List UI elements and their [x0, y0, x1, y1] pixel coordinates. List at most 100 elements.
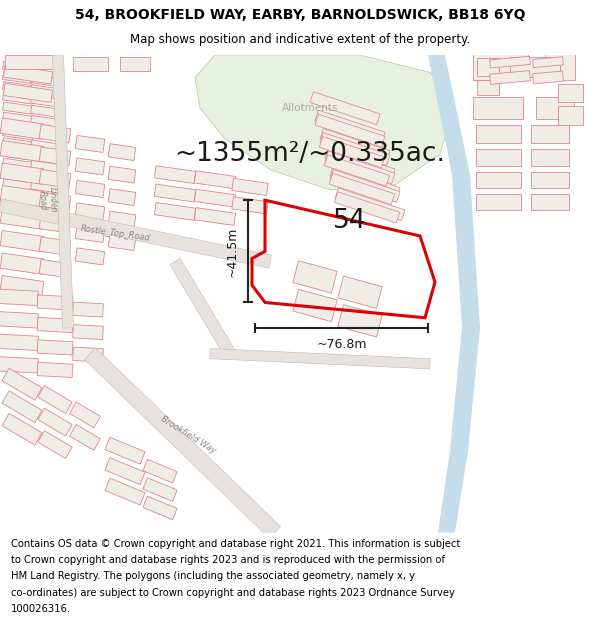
- Bar: [2, 413, 42, 445]
- Bar: [293, 261, 337, 293]
- Text: Map shows position and indicative extent of the property.: Map shows position and indicative extent…: [130, 33, 470, 46]
- Bar: [531, 149, 569, 166]
- Bar: [2, 179, 34, 191]
- Bar: [143, 459, 177, 483]
- Bar: [0, 334, 38, 351]
- Bar: [2, 102, 34, 114]
- Bar: [545, 54, 575, 80]
- Bar: [531, 172, 569, 188]
- Bar: [325, 155, 389, 186]
- Bar: [75, 203, 105, 220]
- Bar: [31, 105, 59, 118]
- Bar: [490, 56, 530, 68]
- Bar: [2, 391, 42, 422]
- Bar: [31, 150, 59, 162]
- Bar: [557, 106, 583, 124]
- Bar: [293, 289, 337, 322]
- Bar: [37, 318, 73, 332]
- Bar: [557, 84, 583, 102]
- Bar: [38, 408, 72, 436]
- Bar: [105, 438, 145, 464]
- Bar: [194, 189, 236, 207]
- Bar: [2, 158, 34, 171]
- Bar: [73, 57, 107, 71]
- Bar: [0, 118, 44, 139]
- Bar: [31, 171, 59, 182]
- Bar: [154, 202, 196, 221]
- Polygon shape: [210, 349, 430, 369]
- Bar: [4, 83, 53, 102]
- Bar: [315, 114, 385, 147]
- Bar: [39, 169, 71, 188]
- Bar: [325, 151, 395, 184]
- Polygon shape: [53, 55, 73, 328]
- Bar: [330, 166, 400, 198]
- Bar: [31, 161, 59, 172]
- Bar: [4, 65, 53, 84]
- Bar: [108, 211, 136, 228]
- Bar: [37, 362, 73, 378]
- Bar: [39, 147, 71, 166]
- Bar: [531, 124, 569, 143]
- Text: 54, BROOKFIELD WAY, EARBY, BARNOLDSWICK, BB18 6YQ: 54, BROOKFIELD WAY, EARBY, BARNOLDSWICK,…: [75, 8, 525, 22]
- Bar: [0, 312, 38, 328]
- Bar: [2, 71, 34, 84]
- Bar: [477, 80, 499, 96]
- Polygon shape: [170, 258, 235, 357]
- Bar: [37, 340, 73, 355]
- Bar: [0, 253, 44, 274]
- Bar: [75, 158, 105, 175]
- Text: 54: 54: [333, 208, 367, 234]
- Bar: [2, 92, 34, 104]
- Bar: [75, 226, 105, 242]
- Bar: [338, 305, 382, 337]
- Bar: [320, 132, 390, 166]
- Bar: [39, 192, 71, 211]
- Bar: [143, 496, 177, 520]
- Bar: [0, 141, 44, 162]
- Bar: [310, 92, 380, 124]
- Text: co-ordinates) are subject to Crown copyright and database rights 2023 Ordnance S: co-ordinates) are subject to Crown copyr…: [11, 588, 455, 598]
- Bar: [73, 324, 103, 339]
- Bar: [329, 173, 395, 204]
- Bar: [108, 166, 136, 183]
- Polygon shape: [85, 348, 280, 539]
- Bar: [0, 163, 44, 184]
- Bar: [154, 184, 196, 202]
- Text: Linden
Road: Linden Road: [38, 187, 58, 213]
- Bar: [536, 97, 574, 119]
- Bar: [108, 144, 136, 161]
- Bar: [39, 124, 71, 143]
- Polygon shape: [420, 55, 480, 532]
- Bar: [338, 276, 382, 308]
- Text: to Crown copyright and database rights 2023 and is reproduced with the permissio: to Crown copyright and database rights 2…: [11, 555, 445, 565]
- Bar: [38, 431, 72, 459]
- Bar: [194, 171, 236, 189]
- Bar: [335, 188, 405, 221]
- Bar: [31, 181, 59, 193]
- Bar: [39, 237, 71, 256]
- Text: ~76.8m: ~76.8m: [316, 338, 367, 351]
- Bar: [320, 129, 390, 161]
- Bar: [2, 112, 34, 124]
- Bar: [120, 57, 150, 71]
- Bar: [0, 289, 38, 306]
- Text: ~41.5m: ~41.5m: [226, 226, 239, 276]
- Text: Contains OS data © Crown copyright and database right 2021. This information is : Contains OS data © Crown copyright and d…: [11, 539, 460, 549]
- Bar: [5, 55, 55, 69]
- Bar: [75, 248, 105, 265]
- Bar: [0, 186, 44, 207]
- Bar: [39, 259, 71, 278]
- Bar: [476, 149, 521, 166]
- Bar: [31, 74, 59, 87]
- Bar: [2, 127, 34, 140]
- Bar: [490, 71, 530, 84]
- Bar: [473, 97, 523, 119]
- Bar: [533, 71, 563, 84]
- Bar: [315, 110, 385, 143]
- Bar: [31, 140, 59, 152]
- Bar: [2, 169, 34, 181]
- Text: Brookfield Way: Brookfield Way: [159, 415, 217, 456]
- Bar: [476, 172, 521, 188]
- Bar: [473, 54, 527, 80]
